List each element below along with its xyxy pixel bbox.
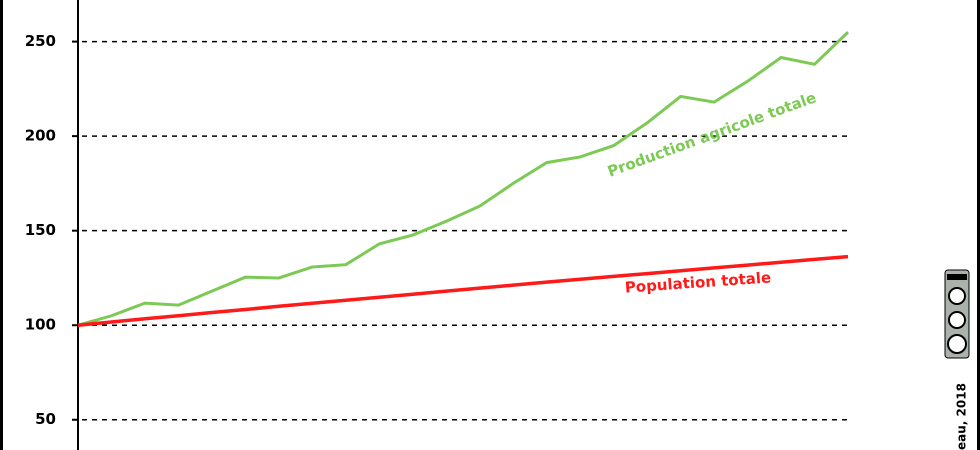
series-line (77, 31, 850, 327)
y-tick-label: 100 (25, 316, 56, 334)
series-line (77, 254, 849, 327)
y-tick-label: 200 (25, 127, 56, 145)
y-tick-label: 50 (35, 410, 56, 428)
y-tick-label: 150 (25, 221, 56, 239)
frame-right (977, 0, 980, 450)
frame-left (0, 0, 3, 450)
credit: zeau, 2018 (955, 383, 969, 450)
y-tick-label: 250 (25, 32, 56, 50)
license-icon (944, 269, 970, 359)
